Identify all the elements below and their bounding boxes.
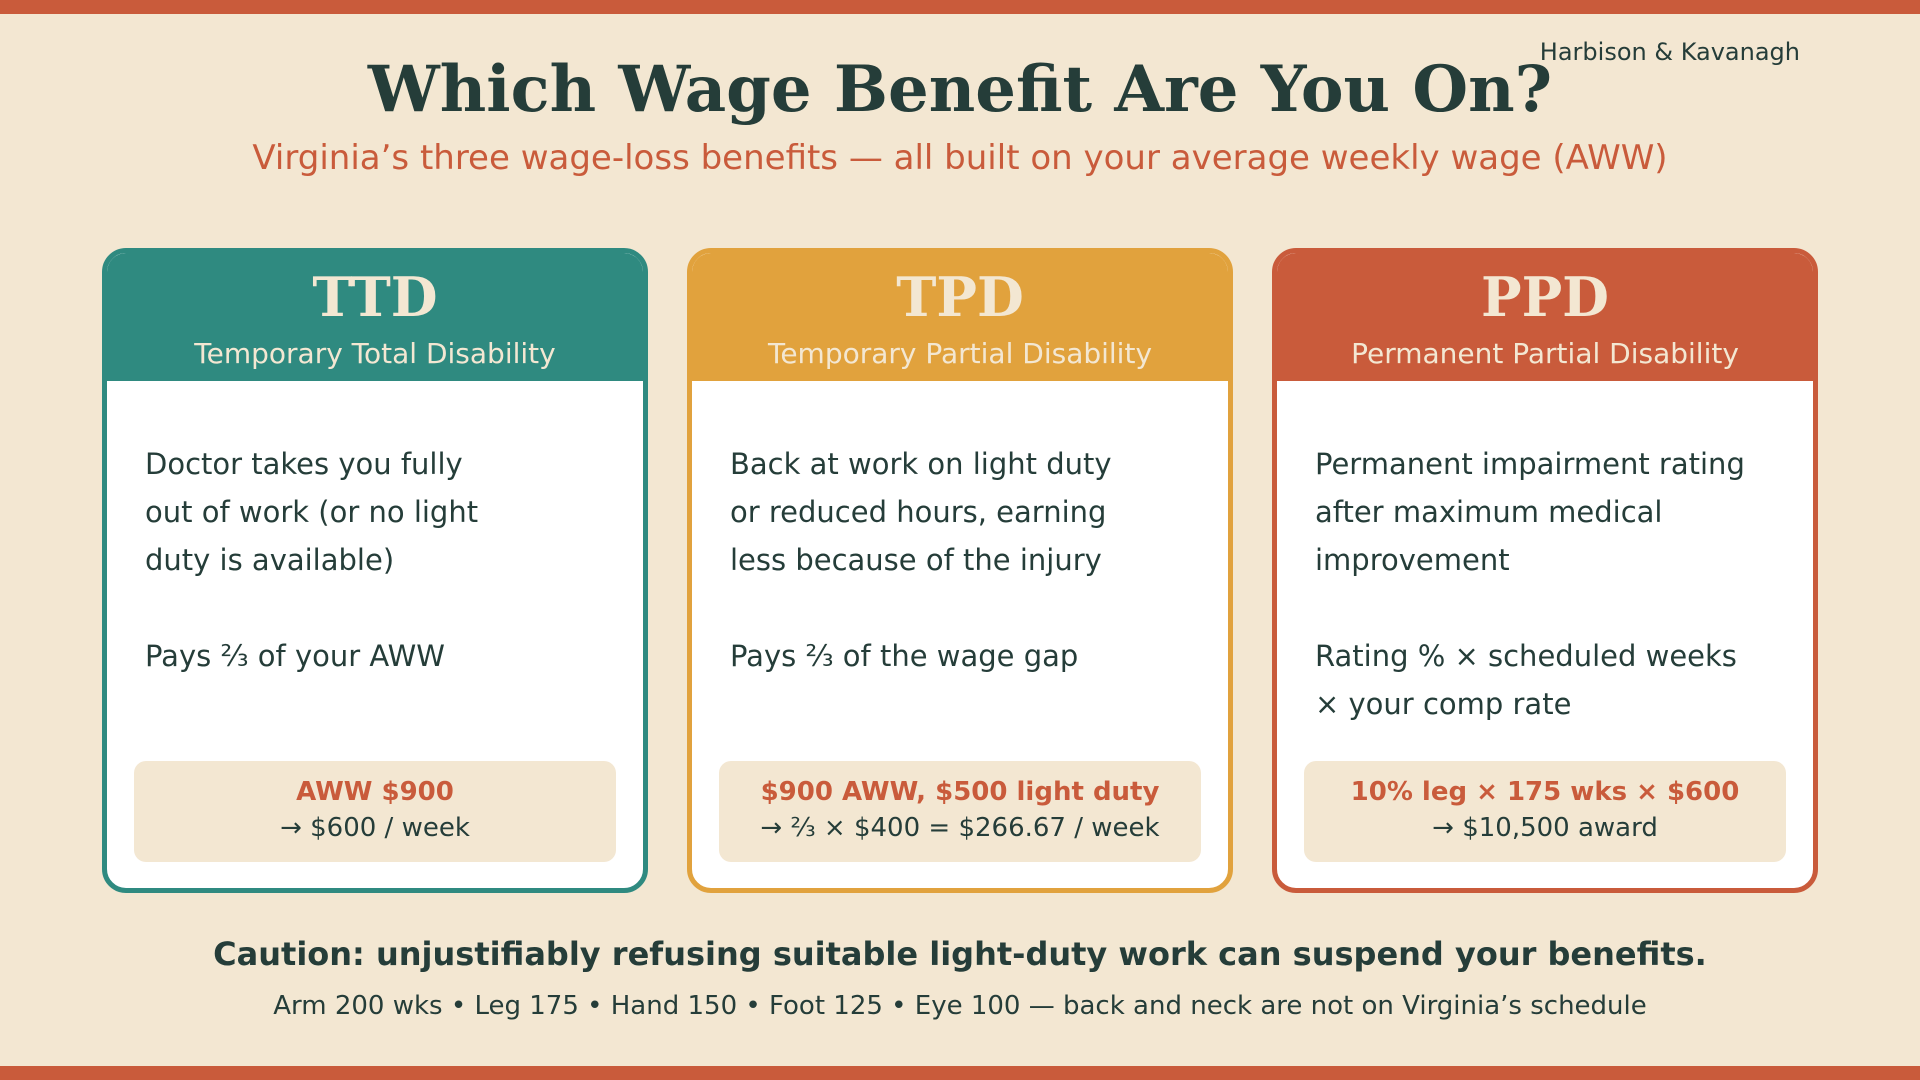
description-line: Back at work on light duty: [730, 447, 1112, 481]
benefit-abbreviation: TTD: [312, 265, 438, 329]
example-box: $900 AWW, $500 light duty → ⅔ × $400 = $…: [719, 761, 1201, 862]
benefit-description: Permanent impairment rating after maximu…: [1315, 440, 1755, 584]
payment-rule-line: Pays ⅔ of the wage gap: [730, 639, 1079, 673]
description-line: out of work (or no light: [145, 495, 479, 529]
benefit-card-ppd: PPD Permanent Partial Disability Permane…: [1272, 248, 1818, 893]
benefit-payment-rule: Pays ⅔ of your AWW: [145, 632, 615, 680]
example-headline: 10% leg × 175 wks × $600: [1350, 777, 1740, 807]
benefit-card-ttd: TTD Temporary Total Disability Doctor ta…: [102, 248, 648, 893]
brand-name: Harbison & Kavanagh: [1539, 38, 1800, 66]
top-accent-bar: [0, 0, 1920, 14]
example-box: 10% leg × 175 wks × $600 → $10,500 award: [1304, 761, 1786, 862]
benefit-description: Doctor takes you fully out of work (or n…: [145, 440, 585, 584]
example-result: → $10,500 award: [1432, 813, 1658, 843]
benefit-cards: TTD Temporary Total Disability Doctor ta…: [102, 248, 1818, 893]
benefit-description: Back at work on light duty or reduced ho…: [730, 440, 1170, 584]
page-subtitle: Virginia’s three wage-loss benefits — al…: [252, 138, 1668, 178]
card-header: PPD Permanent Partial Disability: [1277, 253, 1813, 381]
payment-rule-line: Pays ⅔ of your AWW: [145, 639, 445, 673]
benefit-full-name: Temporary Partial Disability: [767, 337, 1153, 370]
page-title: Which Wage Benefit Are You On?: [367, 52, 1553, 127]
description-line: Permanent impairment rating: [1315, 447, 1745, 481]
benefit-payment-rule: Rating % × scheduled weeks × your comp r…: [1315, 632, 1785, 728]
description-line: or reduced hours, earning: [730, 495, 1107, 529]
description-line: Doctor takes you fully: [145, 447, 463, 481]
caution-note: Caution: unjustifiably refusing suitable…: [213, 935, 1707, 973]
benefit-card-tpd: TPD Temporary Partial Disability Back at…: [687, 248, 1233, 893]
bottom-accent-bar: [0, 1066, 1920, 1080]
payment-rule-line: Rating % × scheduled weeks: [1315, 639, 1737, 673]
schedule-footnote: Arm 200 wks • Leg 175 • Hand 150 • Foot …: [273, 991, 1647, 1021]
benefit-payment-rule: Pays ⅔ of the wage gap: [730, 632, 1200, 680]
description-line: improvement: [1315, 543, 1510, 577]
description-line: less because of the injury: [730, 543, 1102, 577]
payment-rule-line: × your comp rate: [1315, 687, 1572, 721]
example-result: → ⅔ × $400 = $266.67 / week: [760, 813, 1160, 843]
benefit-full-name: Temporary Total Disability: [194, 337, 556, 370]
example-result: → $600 / week: [280, 813, 470, 843]
benefit-full-name: Permanent Partial Disability: [1351, 337, 1739, 370]
card-header: TPD Temporary Partial Disability: [692, 253, 1228, 381]
example-headline: AWW $900: [296, 777, 454, 807]
description-line: after maximum medical: [1315, 495, 1663, 529]
benefit-abbreviation: TPD: [896, 265, 1024, 329]
description-line: duty is available): [145, 543, 395, 577]
benefit-abbreviation: PPD: [1480, 265, 1610, 329]
example-box: AWW $900 → $600 / week: [134, 761, 616, 862]
card-header: TTD Temporary Total Disability: [107, 253, 643, 381]
example-headline: $900 AWW, $500 light duty: [760, 777, 1160, 807]
